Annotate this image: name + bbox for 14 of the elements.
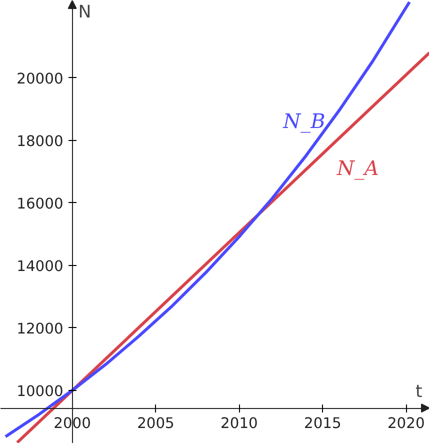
y-tick-label: 12000: [16, 320, 64, 338]
series-label: N_B: [282, 108, 326, 133]
x-tick-label: 2015: [304, 415, 342, 432]
y-axis-title: N: [78, 2, 92, 22]
x-tick-label: 2020: [387, 415, 425, 432]
y-tick-label: 14000: [16, 258, 64, 275]
series-label: N_A: [336, 156, 379, 180]
y-tick-label: 20000: [16, 70, 64, 88]
y-tick-label: 16000: [16, 195, 64, 212]
x-axis-title: t: [416, 382, 422, 402]
y-tick-label: 10000: [16, 382, 64, 400]
y-tick-label: 18000: [16, 132, 64, 150]
x-tick-label: 2005: [137, 415, 174, 432]
x-tick-label: 2010: [220, 415, 258, 432]
